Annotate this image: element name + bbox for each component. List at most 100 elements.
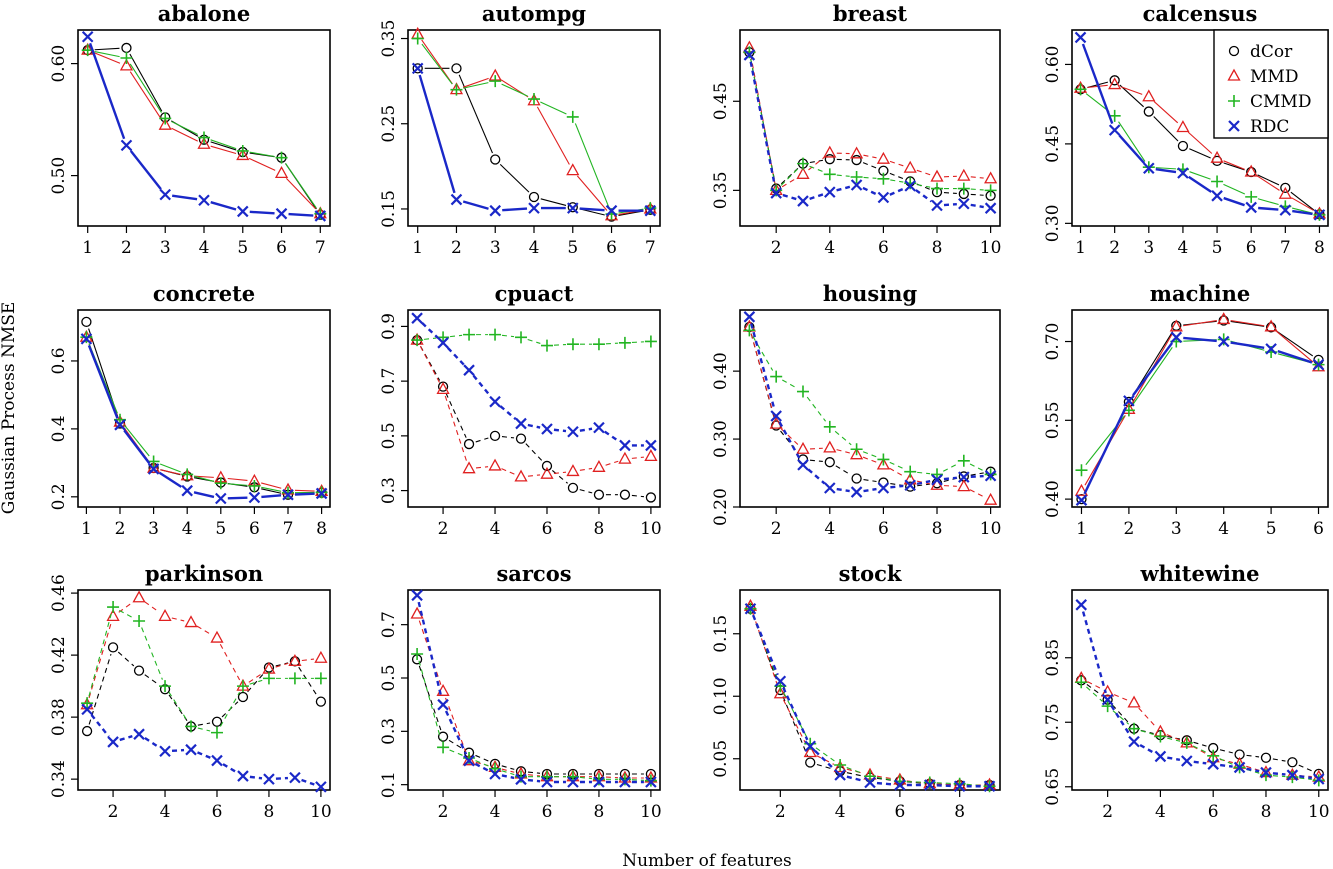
series-line-MMD bbox=[1153, 101, 1179, 124]
series-line-RDC bbox=[119, 735, 133, 742]
point-RDC bbox=[81, 703, 93, 716]
series-line-RDC bbox=[915, 189, 933, 203]
series-line-RDC bbox=[444, 710, 468, 755]
series-MMD bbox=[742, 40, 998, 196]
legend: dCor MMD CMMD RDC bbox=[1213, 29, 1329, 139]
point-CMMD bbox=[904, 465, 917, 478]
series-line-RDC bbox=[876, 781, 894, 786]
point-MMD bbox=[1074, 483, 1089, 496]
series-line-RDC bbox=[249, 775, 263, 780]
series-line-MMD bbox=[444, 395, 468, 463]
series-line-dCor bbox=[88, 653, 112, 725]
series-dCor bbox=[412, 63, 656, 222]
x-tick-label: 2 bbox=[1102, 802, 1113, 822]
series-line-dCor bbox=[527, 771, 541, 774]
series-line-CMMD bbox=[815, 747, 835, 762]
point-RDC bbox=[147, 463, 160, 475]
point-RDC bbox=[1128, 735, 1140, 748]
series-MMD bbox=[742, 319, 998, 505]
plot-frame bbox=[739, 589, 1001, 791]
point-CMMD bbox=[489, 75, 502, 88]
plot-frame bbox=[739, 29, 1001, 227]
series-line-RDC bbox=[1193, 760, 1207, 765]
series-line-MMD bbox=[419, 346, 441, 384]
panel-title: housing bbox=[823, 281, 918, 306]
series-line-RDC bbox=[807, 468, 826, 485]
series-line-MMD bbox=[889, 467, 905, 477]
series-line-CMMD bbox=[193, 475, 215, 482]
point-RDC bbox=[1181, 755, 1193, 767]
point-MMD bbox=[796, 166, 810, 179]
series-line-CMMD bbox=[540, 101, 567, 115]
point-CMMD bbox=[1180, 736, 1193, 749]
point-RDC bbox=[797, 195, 809, 207]
point-RDC bbox=[1260, 766, 1272, 779]
point-dCor bbox=[645, 492, 657, 503]
series-line-dCor bbox=[1246, 754, 1260, 758]
point-dCor bbox=[81, 725, 93, 737]
x-tick-label: 4 bbox=[490, 802, 501, 822]
series-line-RDC bbox=[752, 614, 779, 676]
series-line-RDC bbox=[88, 42, 126, 140]
point-CMMD bbox=[823, 168, 836, 181]
series-line-dCor bbox=[445, 392, 467, 438]
y-tick-label: 0.75 bbox=[1043, 703, 1063, 741]
point-RDC bbox=[958, 471, 970, 483]
series-line-CMMD bbox=[890, 179, 904, 183]
point-MMD bbox=[957, 479, 971, 492]
point-MMD bbox=[1244, 164, 1258, 177]
y-tick-label: 0.40 bbox=[711, 352, 731, 390]
point-dCor bbox=[593, 489, 605, 500]
point-RDC bbox=[770, 187, 782, 199]
series-line-dCor bbox=[501, 436, 515, 439]
point-CMMD bbox=[198, 131, 210, 144]
series-CMMD bbox=[411, 328, 657, 352]
series-line-MMD bbox=[196, 625, 212, 635]
series-line-dCor bbox=[210, 141, 237, 151]
point-RDC bbox=[743, 311, 756, 323]
point-RDC bbox=[120, 139, 133, 152]
series-line-RDC bbox=[1277, 349, 1313, 364]
series-RDC bbox=[743, 49, 997, 214]
point-RDC bbox=[159, 745, 171, 758]
x-tick-label: 4 bbox=[1178, 238, 1189, 258]
point-CMMD bbox=[1075, 676, 1088, 689]
y-tick-label: 0.05 bbox=[711, 740, 731, 778]
panel-title: stock bbox=[839, 561, 902, 586]
point-CMMD bbox=[796, 157, 809, 170]
series-line-CMMD bbox=[249, 679, 263, 685]
point-MMD bbox=[876, 457, 891, 470]
point-dCor bbox=[805, 757, 816, 768]
series-line-CMMD bbox=[631, 779, 644, 781]
series-line-RDC bbox=[890, 484, 904, 489]
point-RDC bbox=[774, 675, 787, 688]
point-RDC bbox=[541, 776, 553, 788]
legend-marker-RDC bbox=[1228, 120, 1240, 132]
x-tick-label: 10 bbox=[640, 802, 662, 822]
point-CMMD bbox=[984, 184, 997, 197]
point-RDC bbox=[133, 728, 145, 740]
series-line-RDC bbox=[1167, 756, 1181, 761]
point-RDC bbox=[185, 743, 197, 756]
series-line-RDC bbox=[889, 187, 905, 196]
point-RDC bbox=[824, 186, 836, 198]
series-line-dCor bbox=[809, 159, 823, 164]
x-tick-label: 4 bbox=[160, 802, 171, 822]
series-line-MMD bbox=[876, 775, 894, 780]
point-RDC bbox=[411, 589, 423, 602]
x-tick-label: 2 bbox=[438, 802, 449, 822]
series-line-MMD bbox=[863, 154, 877, 159]
point-dCor bbox=[1287, 757, 1298, 768]
point-MMD bbox=[773, 686, 787, 699]
point-RDC bbox=[181, 484, 193, 497]
point-MMD bbox=[410, 606, 424, 619]
point-MMD bbox=[158, 117, 172, 130]
plot-frame bbox=[739, 309, 1001, 508]
x-tick-label: 3 bbox=[160, 238, 171, 258]
x-tick-label: 7 bbox=[1280, 238, 1291, 258]
series-line-MMD bbox=[605, 460, 619, 466]
series-line-CMMD bbox=[1118, 121, 1146, 162]
series-line-MMD bbox=[969, 489, 985, 498]
point-RDC bbox=[215, 492, 227, 505]
point-CMMD bbox=[80, 331, 93, 344]
